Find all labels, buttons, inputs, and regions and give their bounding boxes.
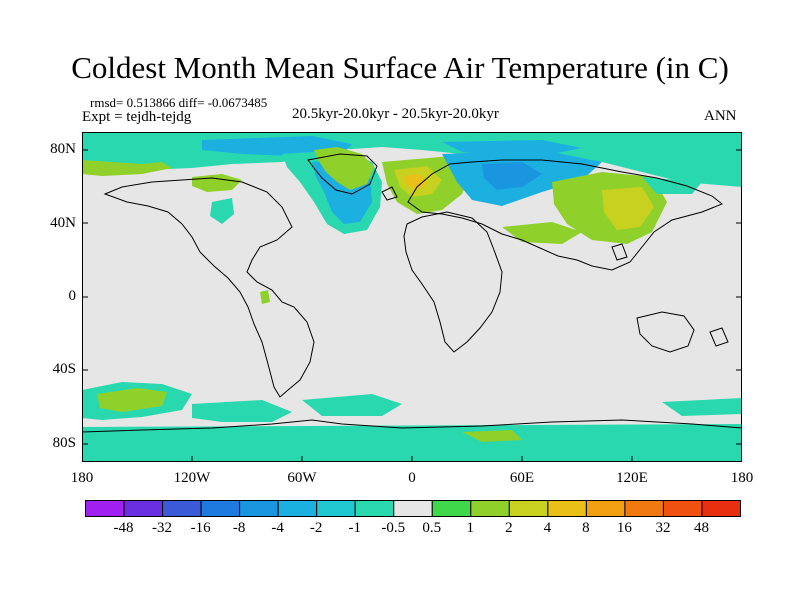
anomaly-region-europe-orange [404, 174, 427, 190]
colorbar-label: 0.5 [422, 520, 442, 536]
temperature-map [82, 132, 742, 462]
x-tick-label: 180 [70, 470, 94, 486]
anomaly-region-south-atlantic [192, 400, 292, 422]
colorbar-label: 48 [693, 520, 709, 536]
anomaly-region-south-small [260, 290, 270, 304]
anomaly-region-south-pacific-green [97, 388, 167, 412]
colorbar-label: -1 [348, 520, 361, 536]
map-frame [82, 132, 742, 462]
colorbar-label: -2 [309, 520, 323, 536]
x-tick-label: 60W [287, 470, 317, 486]
y-tick-label: 0 [68, 288, 77, 304]
anomaly-region-central-asia [502, 222, 582, 244]
anomaly-region-greenland [314, 147, 374, 190]
anomaly-region-antarctic-green [462, 430, 522, 442]
colorbar-label: -0.5 [381, 520, 406, 536]
anomaly-region-southern-ocean-east [662, 398, 742, 416]
period-label: 20.5kyr-20.0kyr - 20.5kyr-20.0kyr [292, 106, 499, 122]
colorbar-box [701, 500, 741, 517]
anomaly-region-siberia-dark [482, 162, 542, 190]
colorbar-label: 2 [505, 520, 513, 536]
y-tick-label: 80N [50, 141, 76, 158]
colorbar-label: 1 [466, 520, 475, 536]
colorbar-label: 4 [543, 520, 552, 536]
x-tick-label: 120E [616, 470, 648, 486]
colorbar-label: 16 [616, 520, 632, 536]
anomaly-region-antarctic [82, 424, 742, 462]
colorbar-box [277, 500, 318, 517]
y-tick-label: 80S [52, 434, 76, 451]
colorbar-box [470, 500, 510, 517]
colorbar-label: 32 [655, 520, 671, 536]
colorbar-box [85, 500, 125, 517]
colorbar-box [123, 500, 164, 517]
y-tick-label: 40S [52, 361, 76, 378]
colorbar-box [354, 500, 395, 517]
colorbar-box [624, 500, 664, 517]
colorbar-box [547, 500, 587, 517]
plot-title: Coldest Month Mean Surface Air Temperatu… [71, 50, 729, 85]
x-tick-label: 0 [408, 470, 416, 486]
anomaly-region-southern-ocean-west [302, 394, 402, 416]
colorbar-box [200, 500, 241, 517]
colorbar-label: 8 [582, 520, 590, 536]
colorbar-box [662, 500, 703, 517]
colorbar-box [393, 500, 433, 517]
anomaly-region-pacific-small [210, 198, 234, 224]
colorbar-label: -48 [113, 520, 134, 536]
colorbar-box [431, 500, 472, 517]
colorbar-box [316, 500, 356, 517]
colorbar-box [508, 500, 549, 517]
colorbar-label: -16 [190, 520, 211, 536]
x-tick-label: 60E [509, 470, 535, 486]
anomaly-region-east-asia-yellow [602, 187, 654, 230]
experiment-label: Expt = tejdh-tejdg [82, 109, 192, 125]
x-tick-label: 180 [730, 470, 754, 486]
anomaly-region-asia-cyan [642, 177, 702, 194]
stats-label: rmsd= 0.513866 diff= -0.0673485 [90, 95, 268, 110]
colorbar [85, 500, 741, 517]
coastlines [82, 153, 742, 433]
colorbar-box [585, 500, 626, 517]
colorbar-label: -32 [152, 520, 173, 536]
colorbar-box [162, 500, 202, 517]
anomaly-region-north-pacific [82, 160, 172, 176]
colorbar-label: -4 [271, 520, 284, 536]
y-tick-label: 40N [50, 214, 76, 231]
colorbar-label: -8 [232, 520, 246, 536]
season-label: ANN [704, 108, 737, 124]
colorbar-box [239, 500, 279, 517]
x-tick-label: 120W [173, 470, 211, 486]
